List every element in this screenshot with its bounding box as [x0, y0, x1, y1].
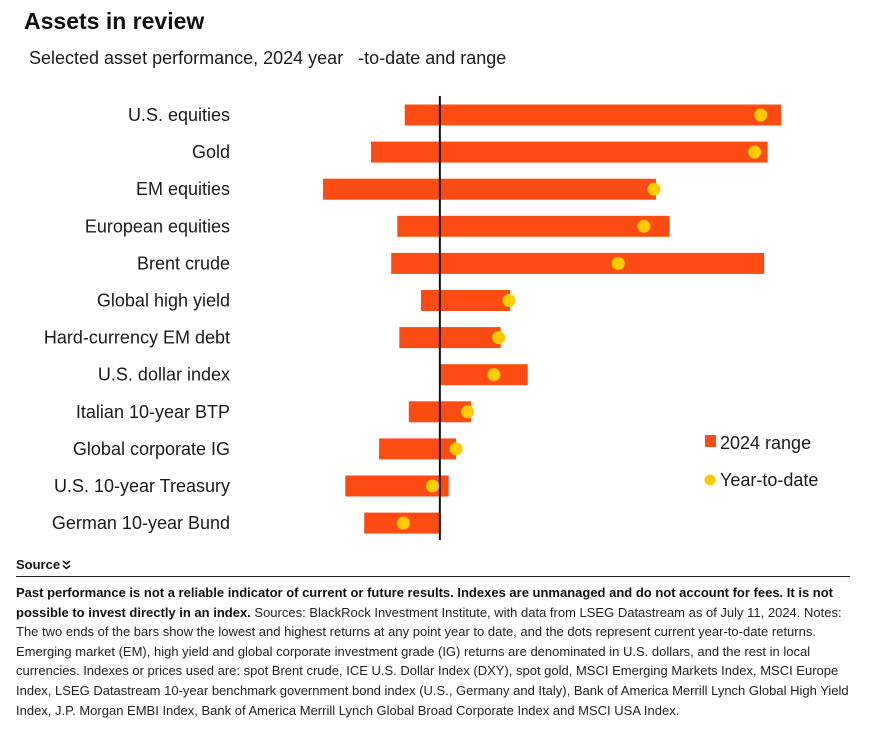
category-label-u-s-10-year-treasury: U.S. 10-year Treasury: [54, 476, 230, 496]
range-bars: [323, 104, 781, 534]
legend: 2024 range Year-to-date: [704, 433, 818, 490]
category-label-u-s-equities: U.S. equities: [128, 105, 230, 125]
category-label-global-high-yield: Global high yield: [97, 291, 230, 311]
ytd-dot-german-10-year-bund: [396, 516, 410, 530]
category-label-italian-10-year-btp: Italian 10-year BTP: [76, 402, 230, 422]
ytd-dots: [396, 108, 768, 530]
ytd-dot-global-corporate-ig: [449, 442, 463, 456]
chart-title: Assets in review: [24, 8, 205, 34]
category-labels: U.S. equities Gold EM equities European equ…: [44, 105, 230, 533]
range-chart: U.S. equities Gold EM equities European equ…: [44, 96, 818, 540]
range-bar-gold: [370, 141, 768, 163]
ytd-dot-hard-currency-em-debt: [492, 331, 506, 345]
range-bar-u-s-equities: [404, 104, 781, 126]
legend-ytd-swatch: [704, 474, 716, 486]
range-bar-hard-currency-em-debt: [399, 327, 501, 349]
category-label-em-equities: EM equities: [136, 179, 230, 199]
footnote: Past performance is not a reliable indic…: [16, 583, 854, 720]
footnote-sources: Sources: BlackRock Investment Institute,…: [16, 604, 849, 718]
source-label: Source: [16, 557, 61, 572]
footnote-divider: [16, 576, 850, 577]
ytd-dot-em-equities: [647, 182, 661, 196]
ytd-dot-gold: [748, 145, 762, 159]
range-bar-u-s-dollar-index: [439, 364, 528, 386]
legend-range-swatch: [705, 435, 716, 447]
category-label-gold: Gold: [192, 142, 230, 162]
category-label-u-s-dollar-index: U.S. dollar index: [98, 365, 230, 385]
category-label-european-equities: European equities: [85, 216, 230, 236]
range-bar-global-high-yield: [420, 290, 511, 311]
ytd-dot-u-s-equities: [754, 108, 768, 122]
category-label-german-10-year-bund: German 10-year Bund: [52, 513, 230, 533]
range-bar-european-equities: [397, 215, 670, 237]
category-label-brent-crude: Brent crude: [137, 253, 230, 273]
category-label-hard-currency-em-debt: Hard-currency EM debt: [44, 328, 230, 348]
range-bar-brent-crude: [391, 252, 765, 274]
category-label-global-corporate-ig: Global corporate IG: [73, 439, 230, 459]
ytd-dot-european-equities: [637, 219, 651, 233]
chart-subtitle: Selected asset performance, 2024 year -t…: [29, 48, 507, 68]
ytd-dot-u-s-dollar-index: [487, 368, 501, 382]
range-bar-global-corporate-ig: [379, 438, 457, 460]
ytd-dot-brent-crude: [611, 256, 625, 270]
double-chevron-down-icon: [62, 559, 71, 570]
footnote-disclaimer: Past performance is not a reliable indic…: [16, 585, 834, 620]
ytd-dot-u-s-10-year-treasury: [425, 479, 439, 493]
source-toggle-button[interactable]: Source: [16, 557, 71, 572]
ytd-dot-global-high-yield: [502, 294, 516, 307]
ytd-dot-italian-10-year-btp: [461, 405, 475, 419]
legend-ytd-label: Year-to-date: [720, 470, 818, 490]
legend-range-label: 2024 range: [720, 433, 811, 453]
range-bar-u-s-10-year-treasury: [345, 475, 449, 497]
range-bar-em-equities: [323, 178, 657, 200]
